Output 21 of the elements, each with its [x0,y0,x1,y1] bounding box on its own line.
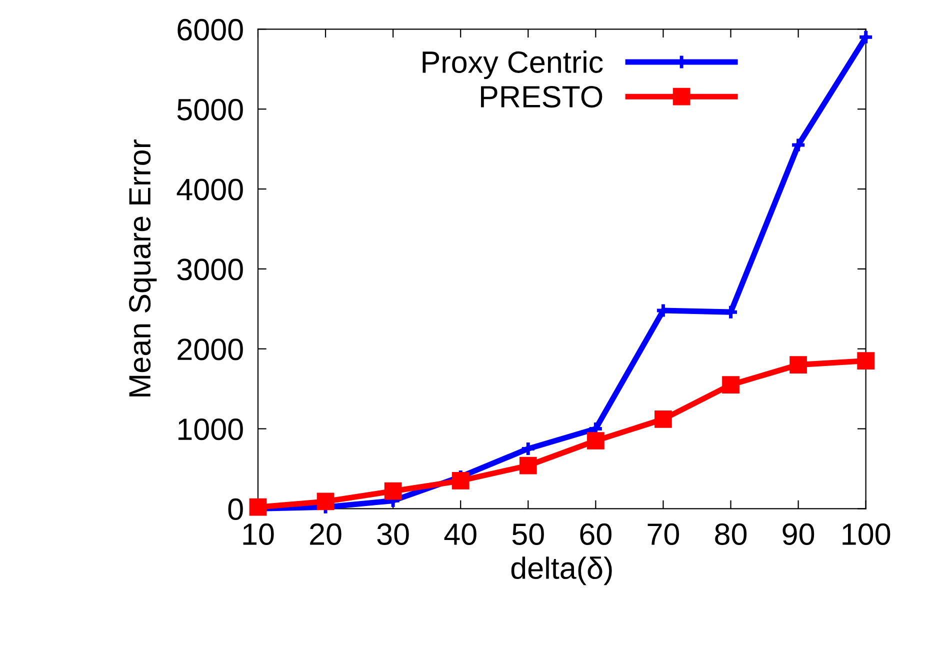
y-tick-label: 5000 [177,98,243,120]
x-tick-label: 20 [310,523,342,546]
x-tick-label: 90 [782,523,814,546]
x-tick-label: 80 [715,523,747,546]
y-tick-label: 2000 [178,338,243,360]
x-tick-label: 30 [377,523,409,546]
y-tick-label: 4000 [176,178,243,200]
x-tick-label: 40 [444,523,476,546]
x-tick-label: 50 [512,523,544,546]
x-tick-label: 10 [243,523,274,546]
y-tick-label: 0 [228,498,243,520]
x-tick-label: 60 [580,523,612,546]
x-tick-label: 70 [648,523,680,546]
legend-label: PRESTO [481,86,602,108]
legend-label: Proxy Centric [422,50,603,80]
y-tick-label: 3000 [177,258,243,280]
x-axis-title: delta(δ) [511,556,612,586]
y-axis-title: Mean Square Error [129,139,157,396]
x-tick-label: 100 [842,523,890,546]
y-tick-label: 6000 [178,18,243,41]
y-tick-label: 1000 [178,418,243,440]
